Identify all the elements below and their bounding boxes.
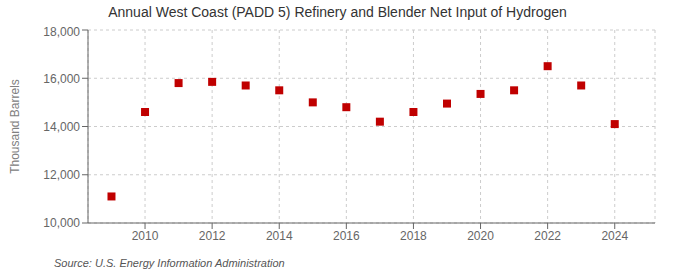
svg-text:2024: 2024 [601,229,628,243]
svg-text:2010: 2010 [132,229,159,243]
html-text:Source: U.S. Energy Informatio: Source: U.S. Energy Information Administ… [54,257,285,269]
svg-text:2022: 2022 [534,229,561,243]
svg-text:Thousand Barrels: Thousand Barrels [8,79,22,174]
svg-text:2012: 2012 [199,229,226,243]
svg-text:2018: 2018 [400,229,427,243]
svg-text:18,000: 18,000 [43,25,80,39]
svg-text:2016: 2016 [333,229,360,243]
svg-text:2014: 2014 [266,229,293,243]
svg-text:10,000: 10,000 [43,216,80,230]
svg-text:14,000: 14,000 [43,120,80,134]
svg-text:12,000: 12,000 [43,168,80,182]
svg-text:16,000: 16,000 [43,72,80,86]
html-text:Annual West Coast (PADD 5) Ref: Annual West Coast (PADD 5) Refinery and … [108,4,567,20]
svg-text:2020: 2020 [467,229,494,243]
